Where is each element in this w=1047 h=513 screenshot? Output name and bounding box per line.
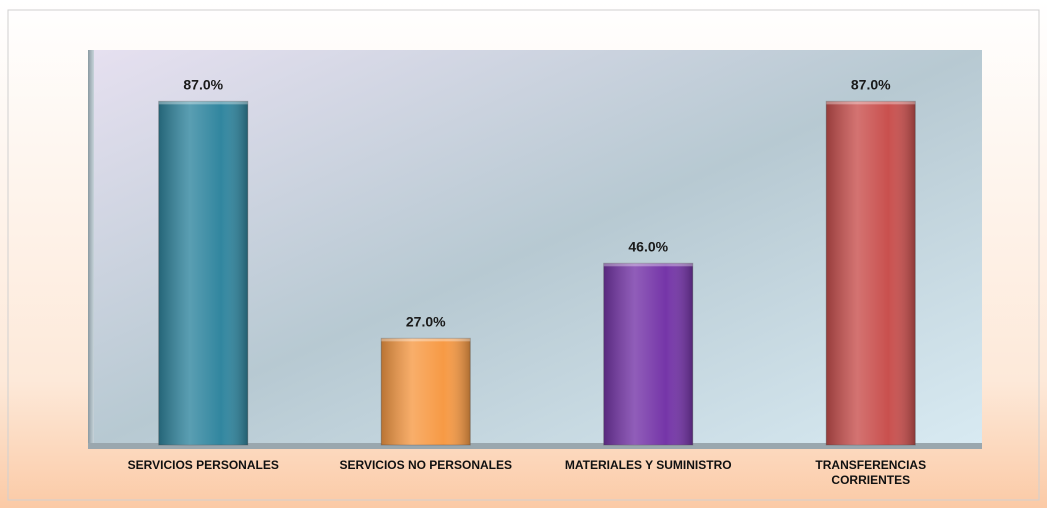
side-wall [88,50,94,445]
bar-shine [603,263,693,445]
data-label: 46.0% [628,238,668,254]
bar-cap [826,101,916,105]
bar-shine [158,101,248,445]
x-tick-label: TRANSFERENCIAS CORRIENTES [815,458,927,487]
bar-cap [603,263,693,267]
bar-cap [381,338,471,342]
border [7,9,1040,501]
data-label: 87.0% [851,76,891,92]
bar-shine [826,101,916,445]
x-tick-label: SERVICIOS PERSONALES [127,458,279,472]
x-tick-label: SERVICIOS NO PERSONALES [339,458,512,472]
bar-cap [158,101,248,105]
x-tick-label: MATERIALES Y SUMINISTRO [564,458,732,472]
data-label: 87.0% [183,76,223,92]
bar-shine [381,338,471,445]
floor [88,443,982,449]
data-label: 27.0% [406,313,446,329]
